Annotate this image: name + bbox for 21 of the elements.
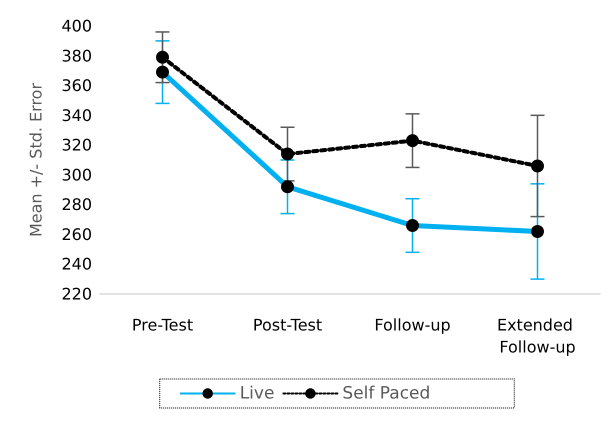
x-tick-label: Extended Follow-up [496,316,578,356]
x-tick-label: Pre-Test [132,316,194,334]
y-tick-label: 300 [61,165,92,184]
y-tick-label: 240 [61,254,92,274]
legend-label: Live [240,384,274,404]
y-tick-label: 280 [61,195,92,214]
point [406,134,419,148]
y-tick-label: 380 [61,46,92,66]
y-axis-title: Mean +/- Std. Error [26,82,46,238]
x-tick-label: Follow-up [374,316,451,334]
point [281,148,294,161]
y-tick-label: 340 [61,106,92,125]
y-tick-label: 220 [61,284,92,304]
y-tick-label: 320 [61,136,92,155]
x-tick-label: Post-Test [252,316,322,334]
y-tick-label: 260 [61,224,92,244]
legend-label: Self Paced [342,384,430,404]
point [156,50,169,64]
y-tick-label: 360 [61,76,92,96]
y-tick-label: 400 [61,16,92,36]
point [531,159,544,172]
